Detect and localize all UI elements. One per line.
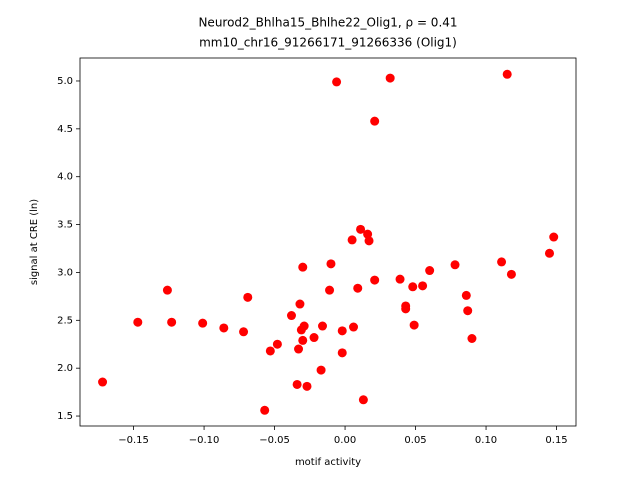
point bbox=[450, 260, 460, 270]
point bbox=[326, 259, 336, 269]
point bbox=[198, 318, 208, 328]
point bbox=[401, 304, 411, 314]
point bbox=[356, 224, 366, 234]
point bbox=[260, 405, 270, 415]
point bbox=[353, 283, 363, 293]
y-tick-label: 4.5 bbox=[57, 124, 73, 135]
y-tick-label: 3.5 bbox=[57, 220, 73, 231]
plot-frame bbox=[79, 57, 577, 427]
point bbox=[298, 335, 308, 345]
point bbox=[98, 377, 108, 387]
chart-title: Neurod2_Bhlha15_Bhlhe22_Olig1, ρ = 0.41 bbox=[198, 16, 457, 30]
point bbox=[292, 379, 302, 389]
y-tick-label: 2.0 bbox=[57, 363, 73, 374]
x-axis-label: motif activity bbox=[295, 457, 361, 468]
point bbox=[337, 348, 347, 358]
point bbox=[298, 262, 308, 272]
point bbox=[347, 235, 357, 245]
point bbox=[497, 257, 507, 267]
y-axis-label: signal at CRE (ln) bbox=[29, 199, 40, 285]
point bbox=[337, 326, 347, 336]
point bbox=[506, 269, 516, 279]
point bbox=[463, 306, 473, 316]
point bbox=[332, 77, 342, 87]
y-tick-label: 1.5 bbox=[57, 411, 73, 422]
y-tick-label: 4.0 bbox=[57, 172, 73, 183]
chart-subtitle: mm10_chr16_91266171_91266336 (Olig1) bbox=[199, 36, 457, 50]
point bbox=[502, 69, 512, 79]
point bbox=[358, 395, 368, 405]
point bbox=[544, 248, 554, 258]
point bbox=[409, 320, 419, 330]
point bbox=[219, 323, 229, 333]
y-tick-label: 5.0 bbox=[57, 76, 73, 87]
point bbox=[318, 321, 328, 331]
point bbox=[167, 317, 177, 327]
x-tick-label: 0.10 bbox=[475, 435, 497, 446]
point bbox=[467, 333, 477, 343]
point bbox=[395, 274, 405, 284]
point bbox=[349, 322, 359, 332]
x-tick-label: −0.15 bbox=[118, 435, 149, 446]
x-tick-label: −0.10 bbox=[189, 435, 220, 446]
point bbox=[370, 116, 380, 126]
point bbox=[325, 285, 335, 295]
point bbox=[295, 299, 305, 309]
point bbox=[370, 275, 380, 285]
x-tick-label: 0.00 bbox=[334, 435, 356, 446]
point bbox=[309, 333, 319, 343]
point bbox=[408, 282, 418, 292]
point bbox=[294, 344, 304, 354]
point bbox=[425, 266, 435, 276]
point bbox=[418, 281, 428, 291]
point bbox=[286, 311, 296, 321]
x-tick-label: 0.15 bbox=[545, 435, 567, 446]
point bbox=[272, 339, 282, 349]
point bbox=[265, 346, 275, 356]
point bbox=[133, 317, 143, 327]
x-tick-label: 0.05 bbox=[404, 435, 426, 446]
point bbox=[299, 321, 309, 331]
point bbox=[385, 73, 395, 83]
y-tick-label: 2.5 bbox=[57, 315, 73, 326]
x-tick-label: −0.05 bbox=[259, 435, 290, 446]
point bbox=[364, 236, 374, 246]
point bbox=[239, 327, 249, 337]
point bbox=[549, 232, 559, 242]
point bbox=[363, 229, 373, 239]
point bbox=[316, 365, 326, 375]
y-tick-label: 3.0 bbox=[57, 267, 73, 278]
point bbox=[302, 381, 312, 391]
point bbox=[243, 292, 253, 302]
point bbox=[162, 285, 172, 295]
point bbox=[461, 290, 471, 300]
